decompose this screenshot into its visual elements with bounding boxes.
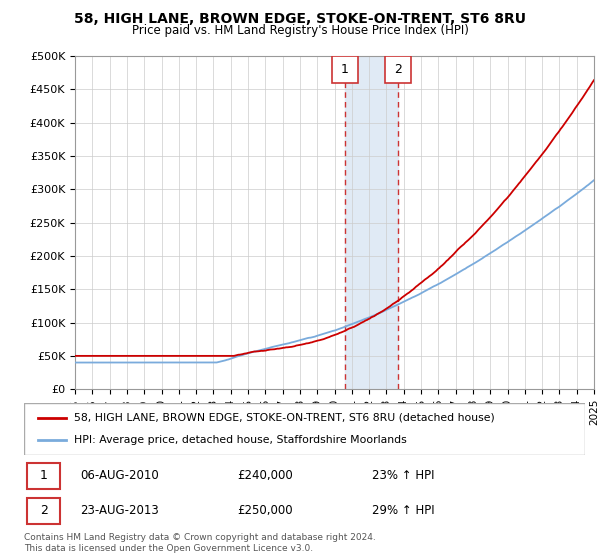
Text: £250,000: £250,000 [237,504,293,517]
Text: Contains HM Land Registry data © Crown copyright and database right 2024.
This d: Contains HM Land Registry data © Crown c… [24,533,376,553]
Text: 29% ↑ HPI: 29% ↑ HPI [372,504,434,517]
Text: 58, HIGH LANE, BROWN EDGE, STOKE-ON-TRENT, ST6 8RU: 58, HIGH LANE, BROWN EDGE, STOKE-ON-TREN… [74,12,526,26]
Text: 58, HIGH LANE, BROWN EDGE, STOKE-ON-TRENT, ST6 8RU (detached house): 58, HIGH LANE, BROWN EDGE, STOKE-ON-TREN… [74,413,495,423]
FancyBboxPatch shape [27,498,61,524]
Text: 23% ↑ HPI: 23% ↑ HPI [372,469,434,482]
FancyBboxPatch shape [24,403,585,455]
Text: Price paid vs. HM Land Registry's House Price Index (HPI): Price paid vs. HM Land Registry's House … [131,24,469,37]
Text: £240,000: £240,000 [237,469,293,482]
Bar [345,56,398,389]
Text: 1: 1 [40,469,47,482]
Text: 06-AUG-2010: 06-AUG-2010 [80,469,159,482]
Text: 23-AUG-2013: 23-AUG-2013 [80,504,159,517]
FancyBboxPatch shape [27,463,61,488]
FancyBboxPatch shape [332,56,358,83]
FancyBboxPatch shape [385,56,410,83]
Text: 1: 1 [341,63,349,76]
Text: HPI: Average price, detached house, Staffordshire Moorlands: HPI: Average price, detached house, Staf… [74,435,407,445]
Text: 2: 2 [40,504,47,517]
Text: 2: 2 [394,63,401,76]
